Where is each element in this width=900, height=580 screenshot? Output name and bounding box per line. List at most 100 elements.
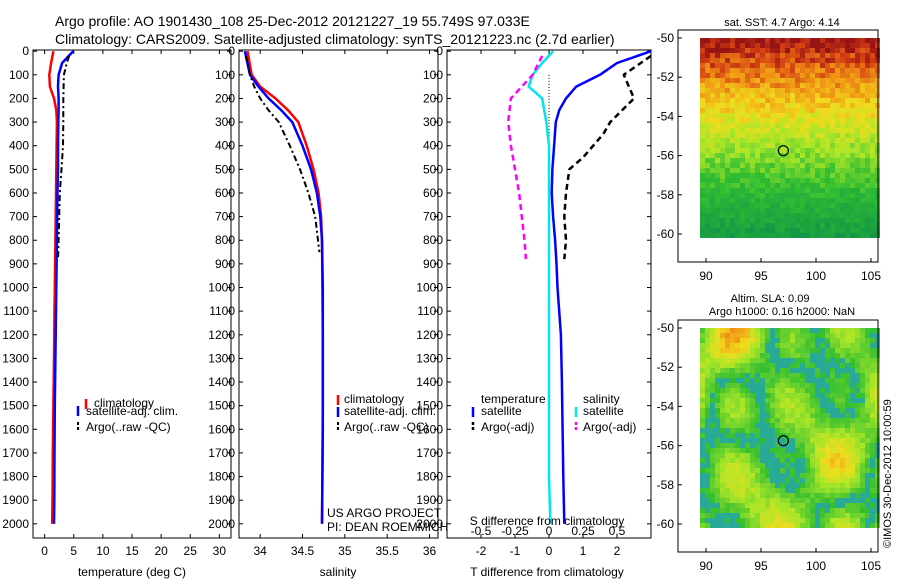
map-cell (735, 518, 740, 523)
map-cell (870, 98, 875, 103)
map-cell (715, 198, 720, 203)
map-cell (850, 493, 855, 498)
map-cell (805, 78, 810, 83)
map-cell (825, 348, 830, 353)
map-cell (870, 43, 875, 48)
map-cell (720, 143, 725, 148)
map-cell (720, 83, 725, 88)
map-cell (775, 228, 780, 233)
map-cell (840, 88, 845, 93)
map-cell (730, 38, 735, 43)
map-cell (715, 58, 720, 63)
map-xtick-label: 105 (861, 559, 881, 573)
map-cell (775, 178, 780, 183)
map-cell (795, 428, 800, 433)
map-cell (775, 68, 780, 73)
salinity-ytick-label: 1100 (209, 304, 235, 318)
map-cell (850, 173, 855, 178)
map-cell (820, 228, 825, 233)
map-cell (775, 38, 780, 43)
map-cell (815, 468, 820, 473)
map-cell (855, 378, 860, 383)
map-cell (865, 38, 870, 43)
map-cell (730, 418, 735, 423)
map-cell (740, 118, 745, 123)
map-cell (755, 513, 760, 518)
map-cell (795, 198, 800, 203)
map-cell (845, 228, 850, 233)
map-cell (780, 498, 785, 503)
map-cell (710, 428, 715, 433)
map-cell (700, 158, 705, 163)
map-cell (705, 193, 710, 198)
map-cell (760, 88, 765, 93)
map-cell (820, 233, 825, 238)
map-cell (730, 173, 735, 178)
map-cell (730, 448, 735, 453)
map-cell (700, 43, 705, 48)
map-cell (855, 408, 860, 413)
map-cell (705, 438, 710, 443)
map-cell (700, 38, 705, 43)
map-cell (850, 228, 855, 233)
map-cell (800, 458, 805, 463)
map-cell (730, 433, 735, 438)
map-cell (740, 363, 745, 368)
difference-ytick-label: 100 (423, 68, 443, 82)
map-cell (840, 353, 845, 358)
map-cell (810, 173, 815, 178)
map-cell (770, 213, 775, 218)
map-cell (725, 403, 730, 408)
map-cell (755, 163, 760, 168)
map-cell (790, 208, 795, 213)
map-cell (720, 363, 725, 368)
map-cell (785, 493, 790, 498)
map-cell (700, 213, 705, 218)
map-cell (735, 503, 740, 508)
map-cell (790, 448, 795, 453)
map-cell (845, 218, 850, 223)
map-cell (750, 398, 755, 403)
map-cell (835, 103, 840, 108)
map-cell (750, 188, 755, 193)
map-cell (770, 83, 775, 88)
map-cell (770, 153, 775, 158)
map-cell (725, 188, 730, 193)
map-ytick-label: -54 (657, 399, 675, 413)
map-cell (735, 513, 740, 518)
map-cell (780, 403, 785, 408)
map-cell (790, 493, 795, 498)
map-cell (730, 178, 735, 183)
map-cell (855, 108, 860, 113)
map-cell (800, 388, 805, 393)
map-cell (750, 133, 755, 138)
map-cell (710, 63, 715, 68)
map-cell (795, 328, 800, 333)
map-cell (775, 158, 780, 163)
map-cell (800, 343, 805, 348)
map-cell (870, 333, 875, 338)
map-cell (760, 138, 765, 143)
map-cell (845, 183, 850, 188)
map-cell (840, 203, 845, 208)
temperature-ytick-label: 800 (9, 233, 29, 247)
map-cell (830, 123, 835, 128)
map-cell (815, 193, 820, 198)
map-cell (840, 423, 845, 428)
map-cell (775, 418, 780, 423)
map-cell (785, 78, 790, 83)
map-cell (755, 358, 760, 363)
map-cell (745, 218, 750, 223)
map-cell (775, 463, 780, 468)
map-cell (735, 328, 740, 333)
map-cell (750, 488, 755, 493)
map-cell (740, 333, 745, 338)
map-cell (760, 123, 765, 128)
map-cell (700, 138, 705, 143)
map-cell (700, 168, 705, 173)
map-cell (770, 198, 775, 203)
map-cell (805, 43, 810, 48)
map-cell (835, 118, 840, 123)
map-cell (755, 453, 760, 458)
map-cell (780, 88, 785, 93)
